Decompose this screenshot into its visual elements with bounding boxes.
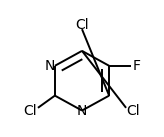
Text: Cl: Cl [24,104,37,118]
Text: Cl: Cl [75,18,89,32]
Text: Cl: Cl [127,104,140,118]
Text: F: F [132,59,140,73]
Text: N: N [77,104,87,118]
Text: N: N [45,59,55,73]
